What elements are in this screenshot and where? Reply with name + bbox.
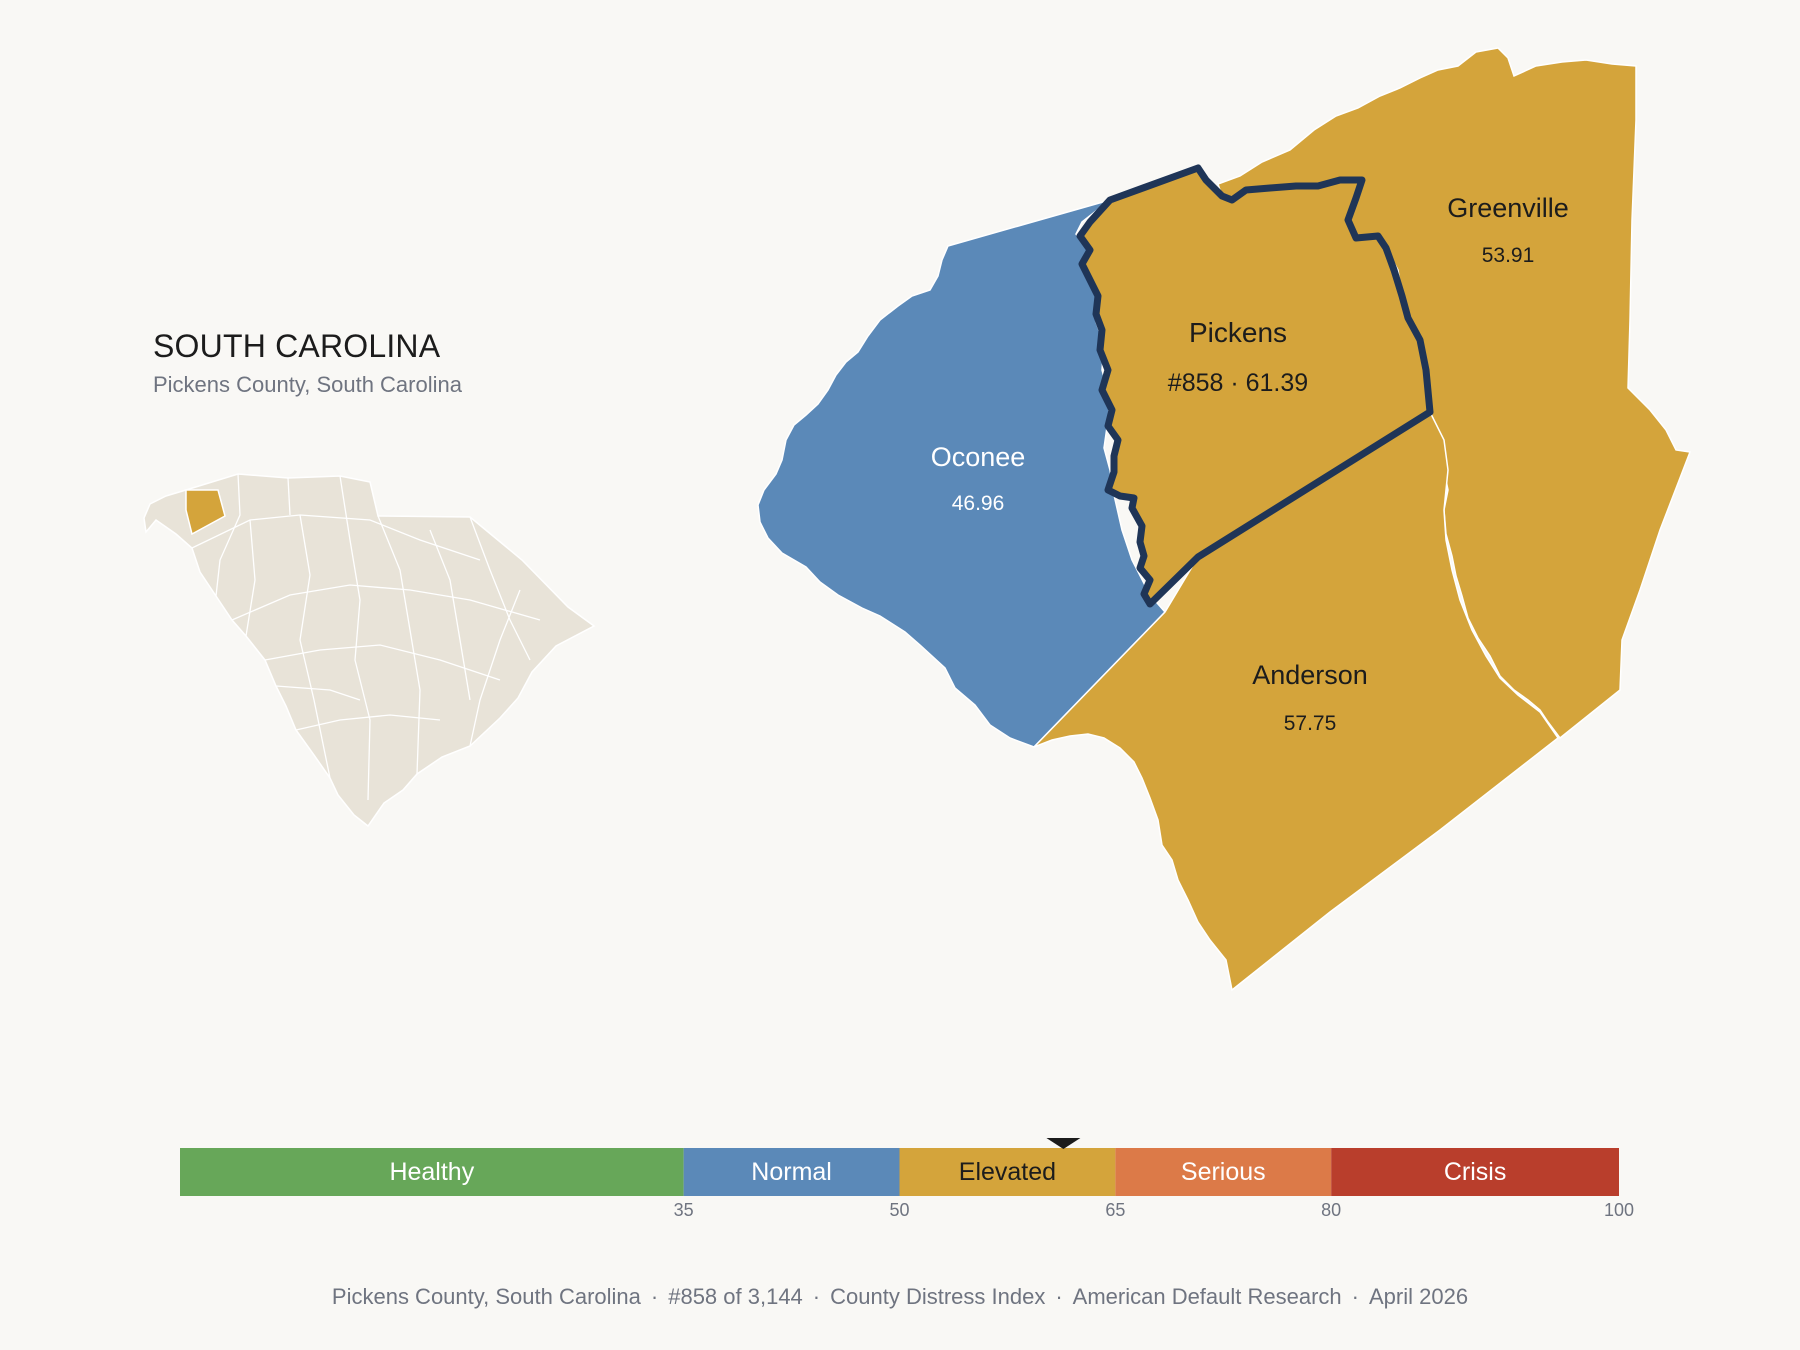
legend-band-label: Normal	[751, 1158, 832, 1186]
legend-tick-label: 100	[1604, 1200, 1634, 1220]
label-anderson-name: Anderson	[1252, 660, 1368, 690]
footer-source: American Default Research	[1072, 1284, 1342, 1309]
pickens-inset-highlight	[185, 489, 226, 536]
legend-band-crisis	[1331, 1148, 1619, 1196]
state-inset-map	[143, 473, 596, 828]
footer-index-name: County Distress Index	[830, 1284, 1046, 1309]
legend-band-label: Serious	[1181, 1158, 1266, 1186]
label-greenville-name: Greenville	[1447, 193, 1569, 223]
legend-tick-label: 35	[674, 1200, 694, 1220]
legend-band-label: Crisis	[1444, 1158, 1507, 1186]
legend-tick-label: 50	[889, 1200, 909, 1220]
legend-band-label: Elevated	[959, 1158, 1056, 1186]
legend-ticks: 35 50 65 80 100	[674, 1200, 1634, 1220]
label-oconee-name: Oconee	[931, 442, 1026, 472]
legend-tick-label: 80	[1321, 1200, 1341, 1220]
label-greenville-score: 53.91	[1482, 244, 1535, 267]
label-pickens-rank: #858 · 61.39	[1168, 369, 1308, 397]
legend-band-serious	[1115, 1148, 1332, 1196]
legend-band-elevated	[899, 1148, 1116, 1196]
footer-county: Pickens County, South Carolina	[331, 1284, 641, 1309]
inner-county-lines	[191, 473, 541, 801]
county-subtitle: Pickens County, South Carolina	[153, 372, 462, 397]
legend-band-label: Healthy	[389, 1158, 474, 1186]
label-anderson-score: 57.75	[1284, 712, 1337, 735]
county-anderson[interactable]	[1033, 410, 1560, 992]
label-pickens-name: Pickens	[1189, 317, 1287, 348]
legend-bands: Healthy Normal Elevated Serious Crisis	[180, 1148, 1619, 1196]
county-pickens[interactable]	[1076, 164, 1434, 608]
state-title: SOUTH CAROLINA	[153, 328, 441, 364]
label-oconee-score: 46.96	[952, 492, 1005, 515]
footer-rank: #858 of 3,144	[668, 1284, 803, 1309]
score-marker	[1046, 1138, 1081, 1149]
state-outline	[143, 473, 596, 828]
footer-date: April 2026	[1369, 1284, 1469, 1309]
footer: Pickens County, South Carolina · #858 of 3…	[331, 1284, 1469, 1309]
legend-band-healthy	[180, 1148, 684, 1196]
legend-tick-label: 65	[1105, 1200, 1125, 1220]
legend-band-normal	[683, 1148, 900, 1196]
county-map: Oconee 46.96 Pickens #858 · 61.39 Greenv…	[757, 47, 1692, 992]
distress-scale-legend: Healthy Normal Elevated Serious Crisis 35 50 6…	[180, 1138, 1634, 1220]
